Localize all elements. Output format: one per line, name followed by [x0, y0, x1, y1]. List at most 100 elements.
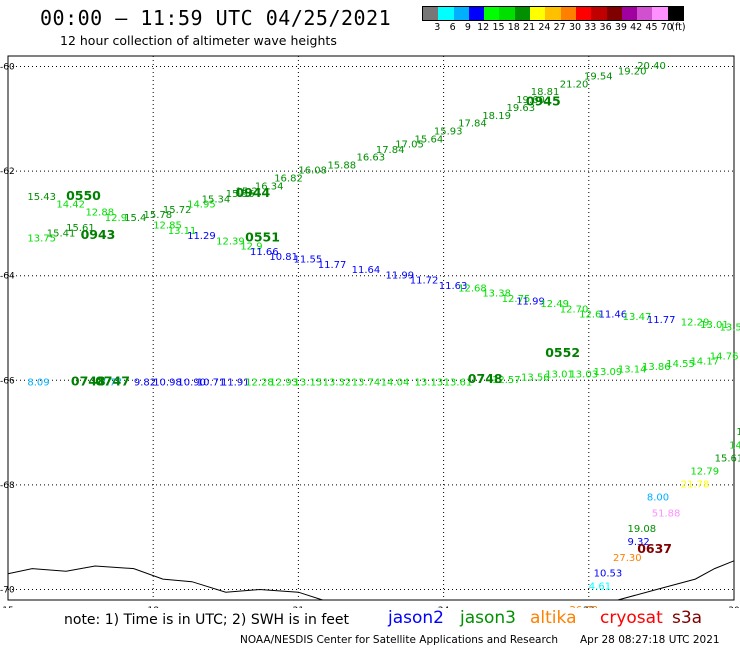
- footer-note: note: 1) Time is in UTC; 2) SWH is in fe…: [64, 612, 350, 628]
- wave-height-value: 11.64: [352, 265, 381, 276]
- wave-height-value: 13.55: [719, 323, 740, 334]
- wave-height-value: 21.78: [681, 480, 710, 491]
- wave-height-value: 13.47: [623, 312, 652, 323]
- legend-label: 15: [492, 22, 505, 33]
- wave-height-value: 10.98: [153, 378, 182, 389]
- wave-height-value: 13.01: [700, 320, 729, 331]
- wave-height-value: 17.84: [376, 145, 405, 156]
- legend-label: 24: [538, 22, 551, 33]
- color-scale-legend: [422, 6, 685, 21]
- legend-swatch: [652, 7, 668, 20]
- wave-height-value: 51.88: [652, 508, 681, 519]
- wave-height-value: 11.63: [439, 281, 468, 292]
- track-id-label: 0550: [66, 188, 101, 203]
- wave-height-value: 7.77: [100, 378, 122, 389]
- wave-height-value: 12.88: [85, 208, 114, 219]
- y-tick-label: -66: [0, 376, 15, 386]
- wave-height-value: 8.00: [647, 493, 669, 504]
- track-id-label: 0637: [637, 541, 672, 556]
- wave-height-value: 10.71: [197, 378, 226, 389]
- wave-height-value: 15.61: [715, 453, 740, 464]
- x-tick-label: 27: [583, 606, 594, 608]
- legend-swatch: [514, 7, 531, 20]
- wave-height-value: 12.6: [579, 310, 601, 321]
- legend-label: 33: [584, 22, 597, 33]
- wave-height-value: 13.14: [618, 364, 647, 375]
- legend-label: 39: [614, 22, 627, 33]
- wave-height-value: 16.63: [356, 153, 385, 164]
- wave-height-value: 11.46: [598, 310, 627, 321]
- wave-height-map[interactable]: 15 18 21 24 27 30 -60 -62 -64 -66 -68 -70 15.4314.42…: [0, 48, 740, 608]
- wave-height-value: 15.64: [415, 134, 444, 145]
- legend-swatch: [575, 7, 592, 20]
- wave-height-value: 15.61: [66, 223, 95, 234]
- legend-swatch: [591, 7, 607, 20]
- legend-swatch: [667, 7, 684, 20]
- legend-label: 42: [630, 22, 643, 33]
- wave-height-value: 20.40: [637, 61, 666, 72]
- wave-height-value: 12.49: [540, 299, 569, 310]
- wave-height-value: 12.75: [502, 294, 531, 305]
- wave-height-value: 13.75: [27, 234, 56, 245]
- legend-label: 18: [507, 22, 520, 33]
- x-tick-label: 21: [293, 606, 304, 608]
- wave-height-value: 14.17: [690, 357, 719, 368]
- x-tick-label: 15: [2, 606, 13, 608]
- wave-height-value: 12.85: [153, 221, 182, 232]
- wave-height-value: 12.9: [240, 242, 262, 253]
- wave-height-value: 15.88: [327, 160, 356, 171]
- x-tick-label: 30: [728, 606, 740, 608]
- satellite-s3a: s3a: [672, 608, 703, 628]
- wave-height-value: 13.61: [444, 378, 473, 389]
- legend-label: (ft): [671, 22, 686, 33]
- coastline: [617, 560, 735, 601]
- wave-height-value: 12.70: [560, 304, 589, 315]
- wave-height-value: 13.15: [294, 378, 323, 389]
- wave-height-value: 12.29: [681, 317, 710, 328]
- credit-text: NOAA/NESDIS Center for Satellite Applica…: [240, 634, 558, 646]
- legend-swatch: [484, 7, 500, 20]
- wave-height-value: 19.54: [584, 72, 613, 83]
- wave-height-value: 13.03: [569, 370, 598, 381]
- wave-height-value: 12.39: [216, 236, 245, 247]
- wave-height-value: 14.42: [56, 200, 85, 211]
- legend-swatch: [560, 7, 576, 20]
- wave-height-value: 12.57: [492, 375, 521, 386]
- wave-height-value: 16: [736, 427, 740, 438]
- track-id-label: 0945: [526, 94, 561, 109]
- wave-height-value: 19.60: [516, 95, 545, 106]
- legend-label: 45: [645, 22, 658, 33]
- wave-height-value: 15.43: [27, 192, 56, 203]
- track-id-label: 0943: [81, 227, 116, 242]
- legend-label: 12: [477, 22, 490, 33]
- wave-height-value: 9.82: [134, 378, 156, 389]
- x-tick-label: 24: [438, 606, 450, 608]
- coastline: [7, 565, 323, 601]
- legend-swatch: [468, 7, 485, 20]
- wave-height-value: 15.56: [226, 189, 255, 200]
- wave-height-value: 13.09: [594, 367, 623, 378]
- wave-height-value: 13.32: [323, 378, 352, 389]
- wave-height-value: 10.53: [594, 568, 623, 579]
- wave-height-value: 27.30: [613, 553, 642, 564]
- wave-height-value: 12.68: [458, 283, 487, 294]
- wave-height-value: 15.78: [144, 210, 173, 221]
- legend-label: 21: [523, 22, 536, 33]
- wave-height-value: 12.79: [690, 466, 719, 477]
- wave-height-value: 19.63: [507, 103, 536, 114]
- y-tick-label: -70: [0, 586, 15, 596]
- wave-height-value: 12.93: [269, 378, 298, 389]
- wave-height-value: 17.84: [458, 119, 487, 130]
- color-scale-labels: 3 6 9 12 15 18 21 24 27 30 33 36 39 42 45 70 (ft): [422, 22, 740, 34]
- wave-height-value: 14.8: [729, 440, 740, 451]
- wave-height-value: 11.55: [294, 255, 323, 266]
- wave-height-value: 17.05: [395, 140, 424, 151]
- satellite-jason3: jason3: [460, 608, 516, 628]
- page-title: 00:00 – 11:59 UTC 04/25/2021: [40, 6, 392, 30]
- y-tick-label: -60: [0, 62, 15, 72]
- wave-height-value: 14.04: [381, 378, 410, 389]
- wave-height-value: 13.01: [545, 370, 574, 381]
- wave-height-value: 14.55: [666, 359, 695, 370]
- wave-height-value: 15.41: [47, 228, 76, 239]
- wave-height-value: 18.19: [482, 111, 511, 122]
